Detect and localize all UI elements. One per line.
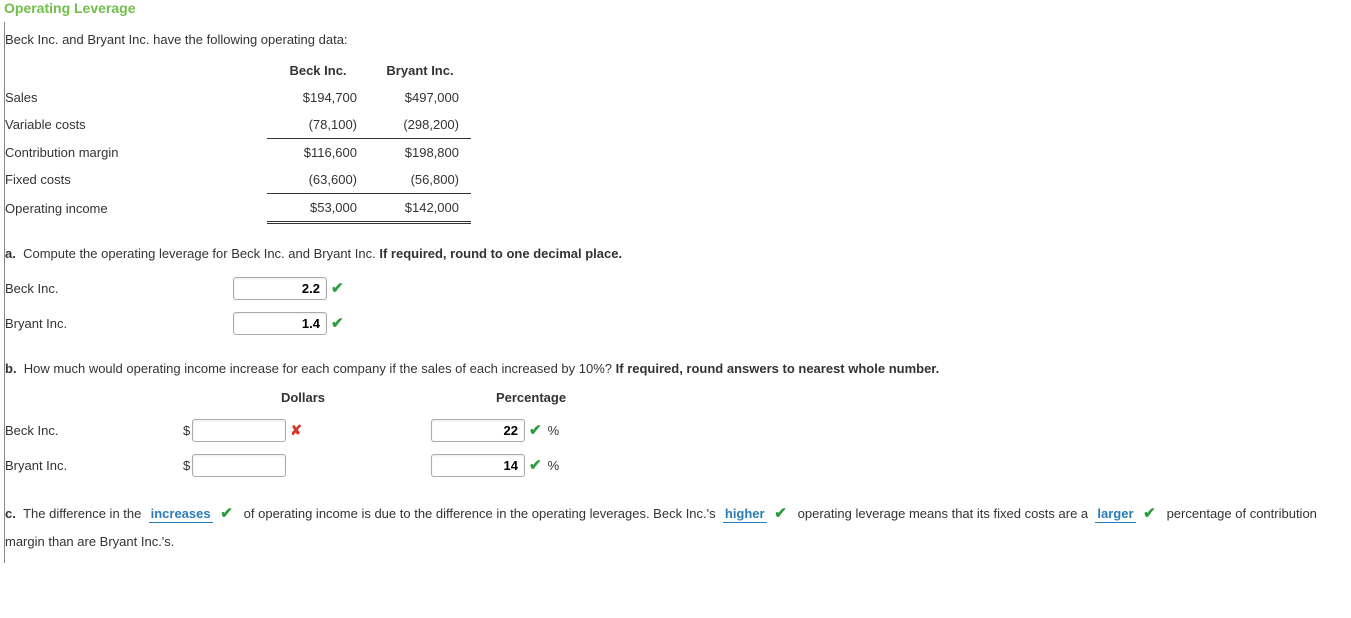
data-cell: (298,200) (369, 111, 471, 139)
percentage-input[interactable] (431, 419, 525, 442)
data-cell: $53,000 (267, 194, 369, 223)
dropdown-increases[interactable]: increases (149, 506, 213, 523)
c-seg2: of operating income is due to the differ… (244, 506, 716, 521)
col-header-bryant: Bryant Inc. (369, 59, 471, 84)
check-icon: ✔ (216, 505, 233, 522)
answer-label: Bryant Inc. (5, 448, 183, 483)
data-cell: $142,000 (369, 194, 471, 223)
q-text-a: Compute the operating leverage for Beck … (23, 246, 376, 261)
answer-label: Bryant Inc. (5, 306, 233, 341)
q-letter-b: b. (5, 361, 17, 376)
check-icon: ✔ (770, 505, 787, 522)
check-icon: ✔ (1139, 505, 1156, 522)
dollars-input[interactable] (192, 419, 286, 442)
data-cell: $497,000 (369, 84, 471, 111)
percent-sign: % (542, 423, 560, 438)
answer-label: Beck Inc. (5, 413, 183, 448)
question-c: c. The difference in the increases ✔ of … (5, 495, 1351, 555)
dollar-sign: $ (183, 458, 192, 473)
data-cell: $116,600 (267, 139, 369, 167)
dollar-sign: $ (183, 423, 192, 438)
dropdown-larger[interactable]: larger (1095, 506, 1135, 523)
question-a: a. Compute the operating leverage for Be… (5, 238, 1351, 271)
header-percentage: Percentage (431, 386, 639, 413)
check-icon: ✔ (525, 457, 542, 474)
cross-icon: ✘ (286, 422, 302, 438)
row-label: Operating income (5, 194, 267, 223)
row-label: Fixed costs (5, 166, 267, 194)
q-letter-a: a. (5, 246, 16, 261)
row-label: Contribution margin (5, 139, 267, 167)
leverage-input[interactable] (233, 277, 327, 300)
percentage-input[interactable] (431, 454, 525, 477)
answer-label: Beck Inc. (5, 271, 233, 306)
leverage-input[interactable] (233, 312, 327, 335)
percent-sign: % (542, 458, 560, 473)
q-bold-b: If required, round answers to nearest wh… (616, 361, 940, 376)
data-cell: (56,800) (369, 166, 471, 194)
answers-a-table: Beck Inc. ✔ Bryant Inc. ✔ (5, 271, 352, 341)
row-label: Sales (5, 84, 267, 111)
row-label: Variable costs (5, 111, 267, 139)
q-text-b: How much would operating income increase… (24, 361, 612, 376)
data-cell: $198,800 (369, 139, 471, 167)
data-cell: $194,700 (267, 84, 369, 111)
col-header-beck: Beck Inc. (267, 59, 369, 84)
q-bold-a: If required, round to one decimal place. (379, 246, 622, 261)
intro-text: Beck Inc. and Bryant Inc. have the follo… (5, 22, 1351, 59)
check-icon: ✔ (327, 315, 344, 332)
c-seg3: operating leverage means that its fixed … (798, 506, 1089, 521)
dropdown-higher[interactable]: higher (723, 506, 767, 523)
operating-data-table: Beck Inc. Bryant Inc. Sales$194,700$497,… (5, 59, 471, 224)
content-region: Beck Inc. and Bryant Inc. have the follo… (4, 22, 1351, 563)
page-title: Operating Leverage (4, 0, 1351, 22)
check-icon: ✔ (525, 422, 542, 439)
data-cell: (63,600) (267, 166, 369, 194)
q-letter-c: c. (5, 506, 16, 521)
question-b: b. How much would operating income incre… (5, 353, 1351, 386)
c-seg1: The difference in the (23, 506, 141, 521)
header-dollars: Dollars (183, 386, 431, 413)
check-icon: ✔ (327, 280, 344, 297)
dollars-input[interactable] (192, 454, 286, 477)
answers-b-table: Dollars Percentage Beck Inc.$ ✘ ✔% Bryant I… (5, 386, 639, 483)
data-cell: (78,100) (267, 111, 369, 139)
